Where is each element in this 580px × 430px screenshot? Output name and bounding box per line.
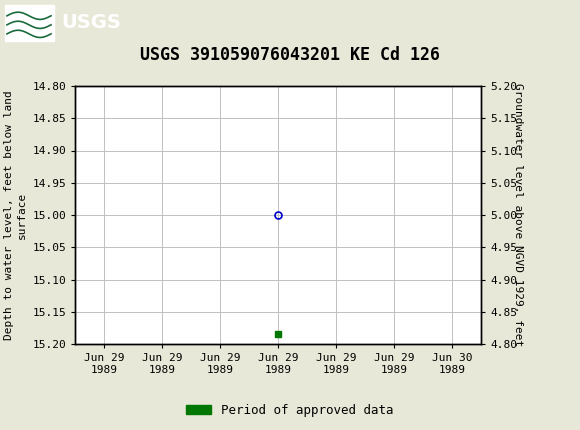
Text: USGS: USGS	[61, 13, 121, 32]
Text: USGS 391059076043201 KE Cd 126: USGS 391059076043201 KE Cd 126	[140, 46, 440, 64]
Legend: Period of approved data: Period of approved data	[181, 399, 399, 421]
Y-axis label: Depth to water level, feet below land
surface: Depth to water level, feet below land su…	[4, 90, 27, 340]
Bar	[5, 4, 54, 41]
Y-axis label: Groundwater level above NGVD 1929, feet: Groundwater level above NGVD 1929, feet	[513, 83, 523, 347]
